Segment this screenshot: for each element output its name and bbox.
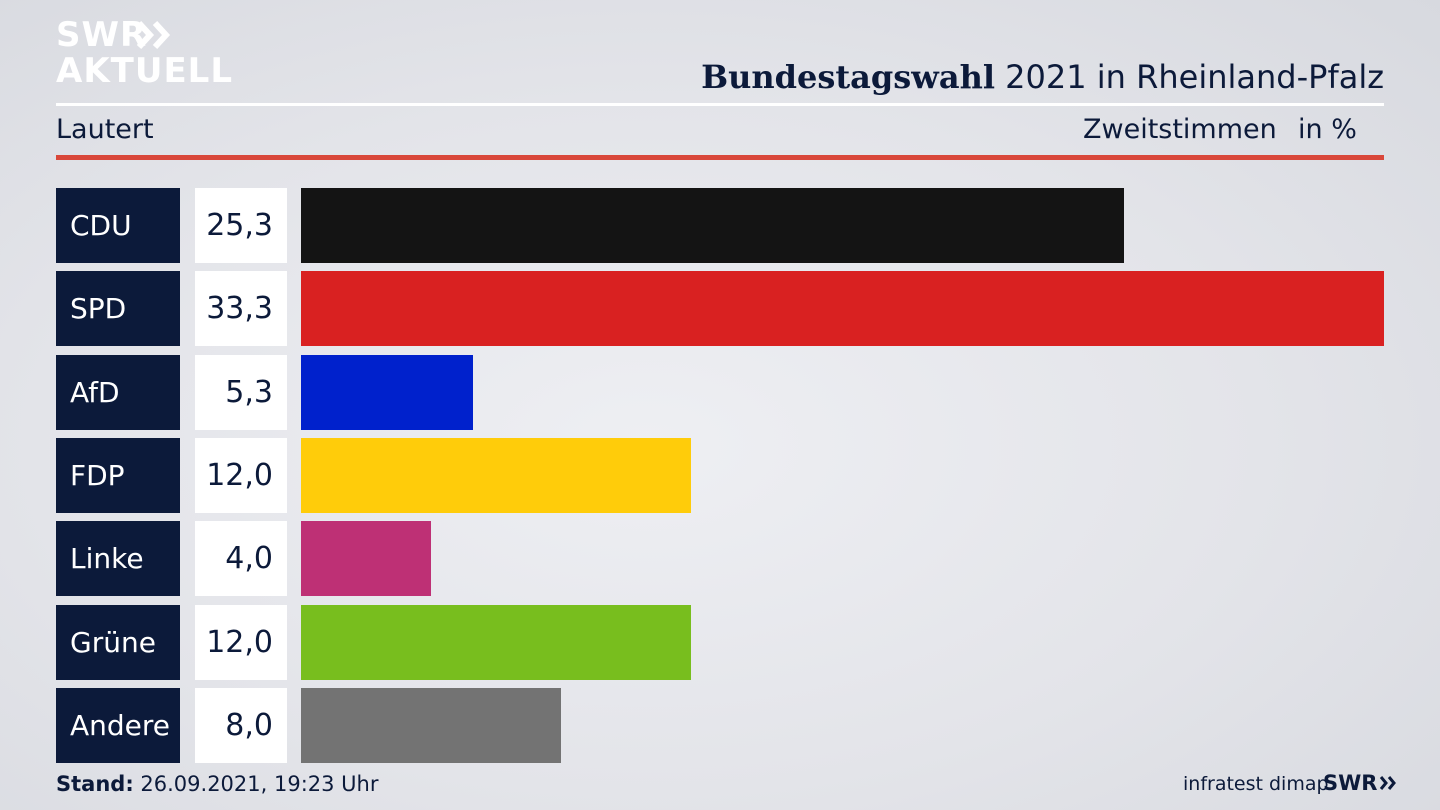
title-rest: 2021 in Rheinland-Pfalz: [995, 58, 1384, 96]
party-label-fdp: FDP: [56, 438, 180, 513]
value-label-grüne: 12,0: [195, 605, 287, 680]
chart-title: Bundestagswahl 2021 in Rheinland-Pfalz: [701, 58, 1384, 96]
value-label-fdp: 12,0: [195, 438, 287, 513]
region-label: Lautert: [56, 114, 154, 145]
value-label-spd: 33,3: [195, 271, 287, 346]
bar-afd: [301, 355, 473, 430]
party-label-grüne: Grüne: [56, 605, 180, 680]
swr-aktuell-logo: SWR AKTUELL: [56, 16, 246, 90]
bar-andere: [301, 688, 561, 763]
value-label-cdu: 25,3: [195, 188, 287, 263]
title-bold: Bundestagswahl: [701, 58, 995, 96]
party-label-cdu: CDU: [56, 188, 180, 263]
header-divider: [56, 103, 1384, 106]
logo-chevrons-icon: [136, 20, 171, 50]
value-label-linke: 4,0: [195, 521, 287, 596]
subheader-divider: [56, 155, 1384, 160]
timestamp: Stand: 26.09.2021, 19:23 Uhr: [56, 772, 379, 796]
source-label: infratest dimap: [1183, 773, 1329, 795]
value-label-afd: 5,3: [195, 355, 287, 430]
swr-footer-text: SWR: [1323, 771, 1378, 795]
swr-footer-logo: SWR: [1323, 771, 1397, 795]
party-label-spd: SPD: [56, 271, 180, 346]
footer-chevrons-icon: [1380, 776, 1397, 790]
logo-text-swr: SWR: [56, 15, 148, 55]
party-label-afd: AfD: [56, 355, 180, 430]
stand-label: Stand:: [56, 772, 134, 796]
value-label-andere: 8,0: [195, 688, 287, 763]
bar-linke: [301, 521, 431, 596]
party-label-andere: Andere: [56, 688, 180, 763]
unit-label: in %: [1298, 114, 1357, 145]
vote-type-label: Zweitstimmen: [1083, 114, 1277, 145]
bar-grüne: [301, 605, 691, 680]
logo-text-aktuell: AKTUELL: [56, 51, 234, 91]
party-label-linke: Linke: [56, 521, 180, 596]
bar-cdu: [301, 188, 1124, 263]
bar-spd: [301, 271, 1384, 346]
stand-value: 26.09.2021, 19:23 Uhr: [133, 772, 379, 796]
bar-fdp: [301, 438, 691, 513]
